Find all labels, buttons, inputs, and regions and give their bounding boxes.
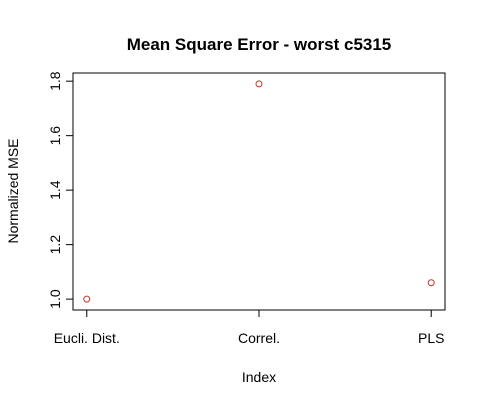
y-axis-label: Normalized MSE — [5, 138, 21, 243]
data-point — [427, 279, 435, 287]
x-axis: Eucli. Dist. Correl. PLS — [54, 309, 444, 346]
y-tick-label: 1.6 — [47, 126, 63, 146]
chart-title: Mean Square Error - worst c5315 — [127, 35, 392, 54]
x-tick-label: Eucli. Dist. — [54, 330, 120, 346]
y-axis: 1.0 1.2 1.4 1.6 1.8 — [47, 71, 74, 309]
y-tick-label: 1.8 — [47, 71, 63, 91]
x-tick-label: Correl. — [238, 330, 280, 346]
y-tick-label: 1.2 — [47, 235, 63, 255]
plot-frame — [72, 72, 446, 311]
y-tick-label: 1.4 — [47, 180, 63, 200]
x-tick-label: PLS — [418, 330, 444, 346]
data-points — [83, 80, 435, 303]
y-tick-label: 1.0 — [47, 289, 63, 309]
data-point — [83, 295, 91, 303]
data-point — [255, 80, 263, 88]
x-axis-label: Index — [242, 369, 276, 385]
